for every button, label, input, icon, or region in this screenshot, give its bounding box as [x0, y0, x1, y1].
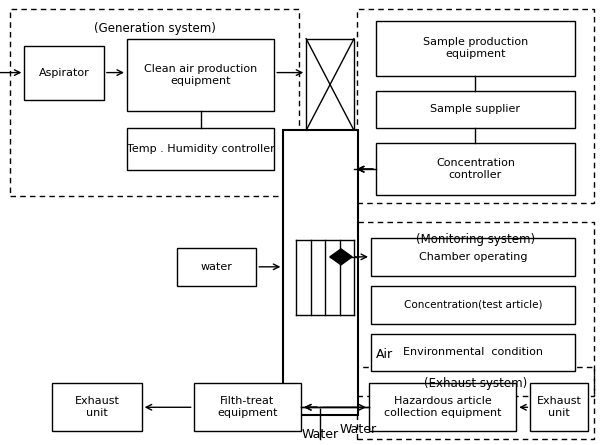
Bar [127, 39, 274, 111]
Bar [376, 90, 575, 128]
Bar [371, 334, 575, 372]
Bar [127, 128, 274, 170]
Text: Exhaust
unit: Exhaust unit [537, 396, 582, 418]
Text: Water: Water [302, 428, 339, 441]
Bar [357, 222, 594, 396]
Bar [530, 384, 588, 431]
Text: Air: Air [376, 348, 393, 361]
Bar [177, 248, 257, 286]
Text: Sample supplier: Sample supplier [430, 105, 520, 114]
Text: (Exhaust system): (Exhaust system) [424, 377, 527, 390]
Bar [10, 9, 299, 196]
Bar [376, 143, 575, 195]
Bar [357, 368, 594, 439]
Bar [194, 384, 301, 431]
Bar [24, 46, 104, 101]
Text: water: water [201, 262, 233, 272]
Bar [371, 286, 575, 324]
Text: Filth-treat
equipment: Filth-treat equipment [217, 396, 278, 418]
Text: Concentration
controller: Concentration controller [436, 158, 515, 180]
Text: Hazardous article
collection equipment: Hazardous article collection equipment [384, 396, 501, 418]
Text: Water: Water [340, 423, 377, 436]
Text: Temp . Humidity controller: Temp . Humidity controller [127, 144, 275, 154]
Bar [376, 21, 575, 76]
Polygon shape [330, 249, 352, 265]
Text: Chamber operating: Chamber operating [419, 252, 527, 262]
Bar [52, 384, 142, 431]
Bar [306, 39, 354, 130]
Text: Environmental  condition: Environmental condition [403, 348, 543, 357]
Text: (Monitoring system): (Monitoring system) [416, 234, 535, 247]
Bar [371, 238, 575, 276]
Text: Clean air production
equipment: Clean air production equipment [144, 64, 257, 86]
Bar [369, 384, 516, 431]
Text: Concentration(test article): Concentration(test article) [404, 299, 542, 310]
Text: Aspirator: Aspirator [38, 68, 90, 78]
Bar [357, 9, 594, 203]
Text: Sample production
equipment: Sample production equipment [423, 37, 528, 59]
Text: Exhaust
unit: Exhaust unit [75, 396, 120, 418]
Bar [283, 130, 358, 415]
Text: (Generation system): (Generation system) [94, 22, 216, 35]
